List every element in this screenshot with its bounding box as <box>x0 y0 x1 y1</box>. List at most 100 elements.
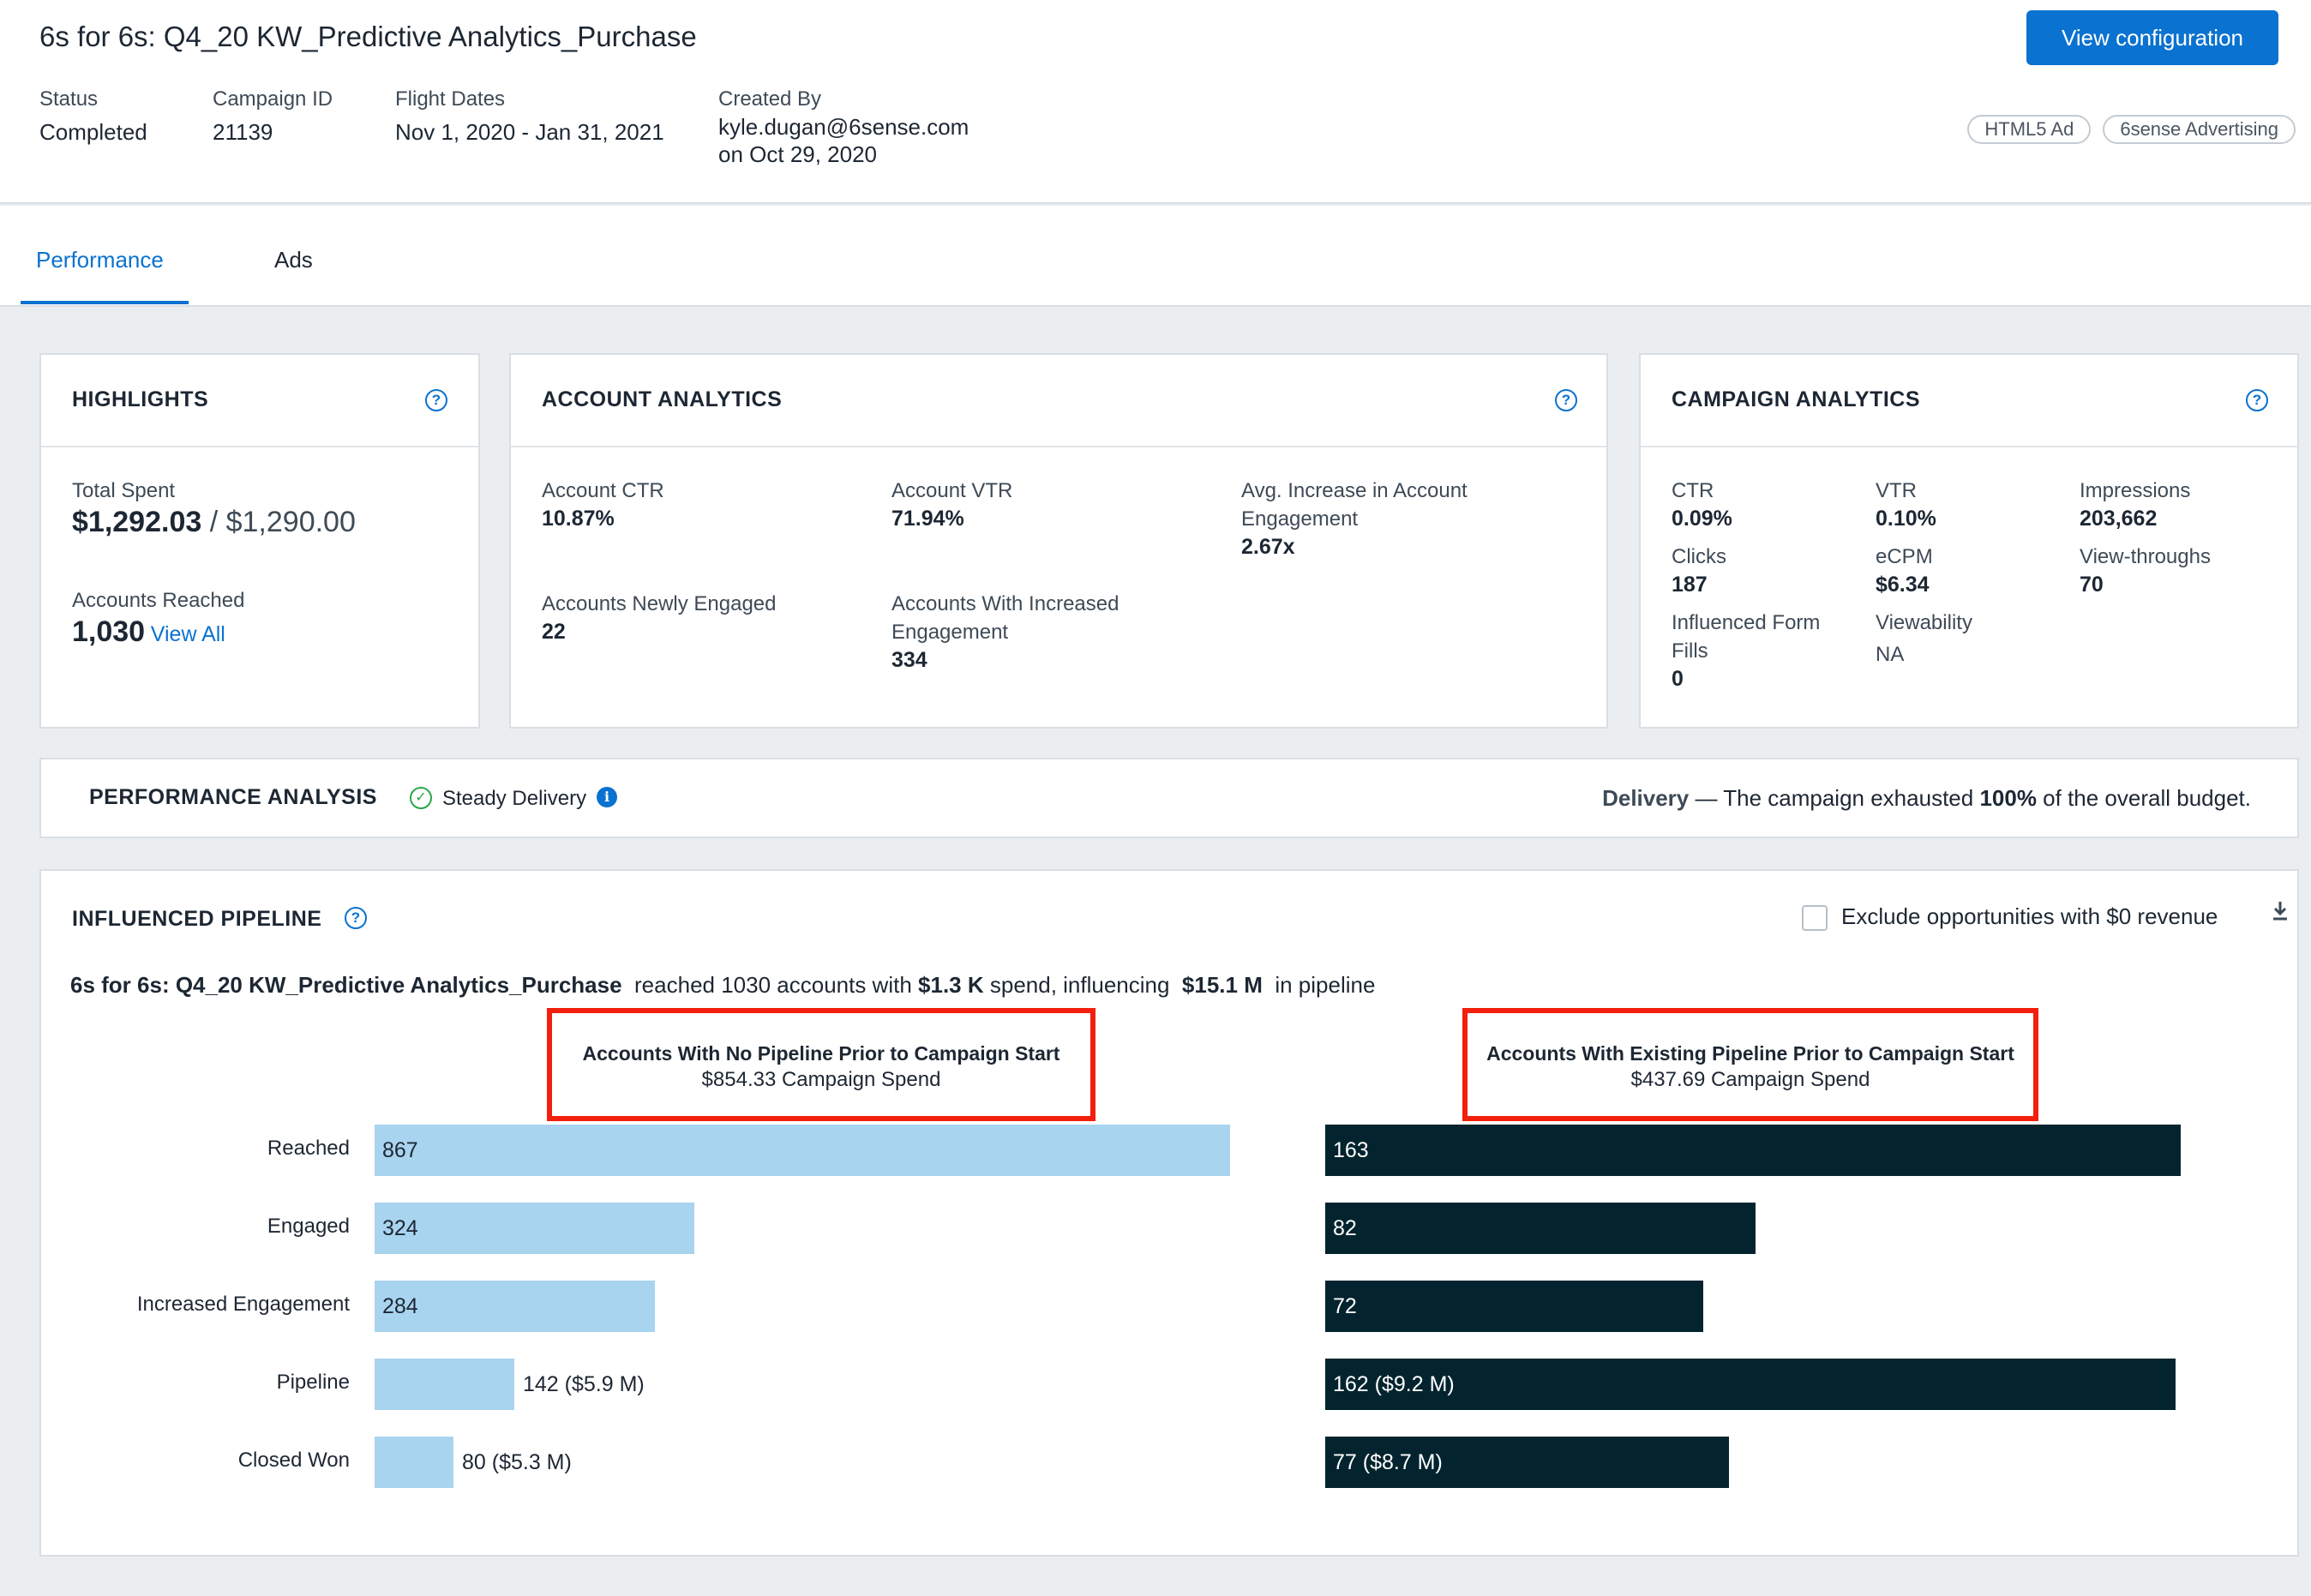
bar-existing-pipeline[interactable] <box>1325 1359 2176 1410</box>
metric-label: Clicks <box>1672 545 1726 568</box>
accounts-reached-metric: Accounts Reached 1,030 View All <box>72 586 244 649</box>
group-title-no-pipeline: Accounts With No Pipeline Prior to Campa… <box>582 1042 1060 1065</box>
bar-value-label: 162 ($9.2 M) <box>1333 1372 1455 1396</box>
bar-existing-pipeline[interactable] <box>1325 1125 2181 1176</box>
exclude-zero-revenue-checkbox[interactable] <box>1802 905 1828 931</box>
bar-value-label: 77 ($8.7 M) <box>1333 1450 1443 1474</box>
group-title-existing-pipeline: Accounts With Existing Pipeline Prior to… <box>1486 1042 2014 1065</box>
created-on-date: on Oct 29, 2020 <box>718 141 878 167</box>
metric-value: NA <box>1876 643 1905 666</box>
help-icon[interactable]: ? <box>2246 389 2268 411</box>
bar-existing-pipeline[interactable] <box>1325 1203 1756 1254</box>
metric-value: 22 <box>542 620 566 644</box>
summary-end: in pipeline <box>1262 972 1376 998</box>
bar-value-label: 867 <box>382 1138 418 1162</box>
metric-label: Account CTR <box>542 479 664 502</box>
delivery-status: Steady Delivery <box>442 787 587 810</box>
view-configuration-button[interactable]: View configuration <box>2026 10 2278 65</box>
campaign-id-value: 21139 <box>213 119 273 145</box>
metric-value: 71.94% <box>891 507 964 531</box>
created-by-field: Created By kyle.dugan@6sense.com on Oct … <box>718 86 969 168</box>
delivery-label: Delivery <box>1602 785 1690 811</box>
metric-label: eCPM <box>1876 545 1933 568</box>
account-analytics-title: ACCOUNT ANALYTICS <box>542 387 783 411</box>
bar-no-pipeline[interactable] <box>375 1125 1230 1176</box>
influenced-form-fills-metric: Influenced Form Fills 0 <box>1672 609 1843 693</box>
metric-value: 187 <box>1672 573 1708 597</box>
bar-existing-pipeline[interactable] <box>1325 1281 1703 1332</box>
page-title: 6s for 6s: Q4_20 KW_Predictive Analytics… <box>39 21 697 52</box>
bar-no-pipeline[interactable] <box>375 1203 694 1254</box>
bar-value-label: 142 ($5.9 M) <box>523 1372 645 1396</box>
category-label: Increased Engagement <box>136 1293 350 1316</box>
clicks-metric: Clicks 187 <box>1672 543 1852 599</box>
flight-dates-field: Flight Dates Nov 1, 2020 - Jan 31, 2021 <box>395 86 664 146</box>
metric-label: Accounts With Increased Engagement <box>891 592 1119 644</box>
vtr-metric: VTR 0.10% <box>1876 477 2056 533</box>
delivery-prefix: — The campaign exhausted <box>1689 785 1980 811</box>
budget-separator: / <box>201 506 226 538</box>
metric-value: 203,662 <box>2080 507 2158 531</box>
highlights-title: HIGHLIGHTS <box>72 387 209 411</box>
bar-value-label: 80 ($5.3 M) <box>462 1450 572 1474</box>
accounts-reached-value: 1,030 <box>72 615 146 648</box>
highlight-box-existing-pipeline <box>1462 1008 2038 1121</box>
campaign-analytics-card: CAMPAIGN ANALYTICS ? CTR 0.09% VTR 0.10%… <box>1639 353 2299 729</box>
metric-label: Account VTR <box>891 479 1013 502</box>
account-ctr-metric: Account CTR 10.87% <box>542 477 850 533</box>
performance-analysis-bar: PERFORMANCE ANALYSIS ✓ Steady Delivery i… <box>39 758 2299 838</box>
budget-value: $1,290.00 <box>225 506 356 538</box>
account-analytics-header: ACCOUNT ANALYTICS ? <box>511 355 1606 447</box>
viewability-metric: Viewability NA <box>1876 609 2056 669</box>
metric-value: 0.10% <box>1876 507 1936 531</box>
campaign-analytics-title: CAMPAIGN ANALYTICS <box>1672 387 1921 411</box>
help-icon[interactable]: ? <box>345 907 367 929</box>
metric-value: 10.87% <box>542 507 615 531</box>
pipeline-summary: 6s for 6s: Q4_20 KW_Predictive Analytics… <box>70 972 1375 999</box>
info-icon[interactable]: i <box>597 787 617 807</box>
total-spent-value: $1,292.03 <box>72 506 202 538</box>
metric-label: Influenced Form Fills <box>1672 611 1821 663</box>
influenced-pipeline-card: INFLUENCED PIPELINE ? Exclude opportunit… <box>39 869 2299 1557</box>
metric-label: VTR <box>1876 479 1917 502</box>
metric-label: Impressions <box>2080 479 2191 502</box>
campaign-header: 6s for 6s: Q4_20 KW_Predictive Analytics… <box>0 0 2311 204</box>
status-label: Status <box>39 87 99 111</box>
accounts-newly-engaged-metric: Accounts Newly Engaged 22 <box>542 590 850 646</box>
help-icon[interactable]: ? <box>425 389 447 411</box>
campaign-analytics-header: CAMPAIGN ANALYTICS ? <box>1641 355 2297 447</box>
summary-mid: spend, influencing <box>983 972 1182 998</box>
delivery-suffix: of the overall budget. <box>2036 785 2251 811</box>
summary-pipeline-value: $15.1 M <box>1181 972 1263 998</box>
campaign-id-field: Campaign ID 21139 <box>213 86 333 146</box>
metric-value: 334 <box>891 648 927 672</box>
account-analytics-card: ACCOUNT ANALYTICS ? Account CTR 10.87% A… <box>509 353 1608 729</box>
created-by-label: Created By <box>718 87 822 111</box>
bar-no-pipeline[interactable] <box>375 1437 453 1488</box>
total-spent-metric: Total Spent $1,292.03 / $1,290.00 <box>72 477 356 539</box>
bar-value-label: 163 <box>1333 1138 1369 1162</box>
bar-no-pipeline[interactable] <box>375 1281 655 1332</box>
download-icon[interactable] <box>2270 898 2290 924</box>
group-subtitle-no-pipeline: $854.33 Campaign Spend <box>701 1068 941 1091</box>
status-field: Status Completed <box>39 86 147 146</box>
created-by-email: kyle.dugan@6sense.com <box>718 114 969 140</box>
tab-performance[interactable]: Performance <box>36 247 164 273</box>
performance-analysis-title: PERFORMANCE ANALYSIS <box>89 785 377 809</box>
help-icon[interactable]: ? <box>1555 389 1577 411</box>
view-all-link[interactable]: View All <box>150 622 225 646</box>
category-label: Pipeline <box>276 1371 350 1394</box>
bar-value-label: 72 <box>1333 1294 1357 1318</box>
metric-value: 2.67x <box>1241 535 1295 559</box>
tab-ads[interactable]: Ads <box>274 247 313 273</box>
bar-existing-pipeline[interactable] <box>1325 1437 1729 1488</box>
ecpm-metric: eCPM $6.34 <box>1876 543 2056 599</box>
active-tab-indicator <box>21 301 189 304</box>
metric-label: CTR <box>1672 479 1714 502</box>
flight-dates-value: Nov 1, 2020 - Jan 31, 2021 <box>395 119 664 145</box>
summary-spend: $1.3 K <box>918 972 984 998</box>
bar-value-label: 324 <box>382 1216 418 1240</box>
tab-bar: Performance Ads <box>0 206 2311 307</box>
bar-no-pipeline[interactable] <box>375 1359 514 1410</box>
avg-increase-engagement-metric: Avg. Increase in Account Engagement 2.67… <box>1241 477 1524 561</box>
